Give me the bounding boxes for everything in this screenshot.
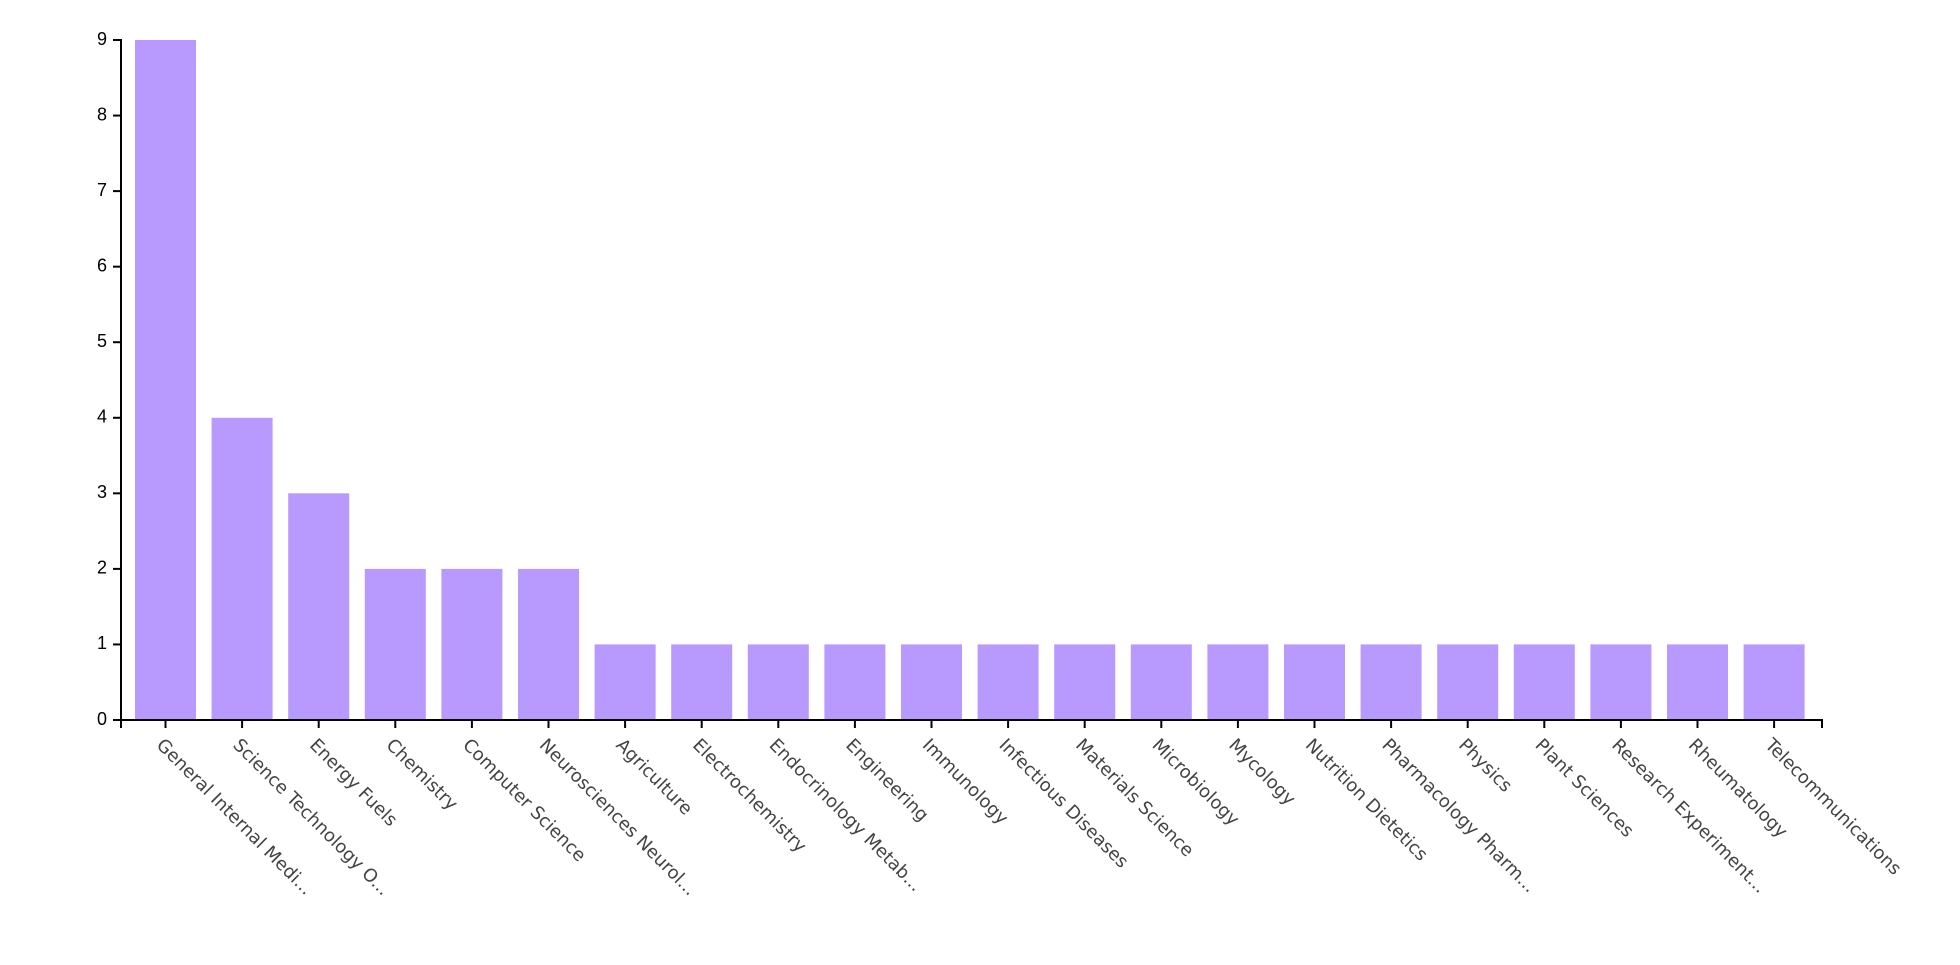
y-tick-label: 0 [97, 709, 107, 729]
x-tick-label: Endocrinology Metab... [765, 735, 926, 896]
bar-20 [1590, 644, 1652, 720]
bar-17 [1360, 644, 1422, 720]
bar-6 [518, 568, 579, 720]
x-tick-label: Research Experiment... [1607, 735, 1770, 898]
bar-22 [1743, 644, 1805, 720]
y-tick-label: 7 [97, 180, 107, 200]
bar-19 [1513, 644, 1575, 720]
bar-8 [671, 644, 733, 720]
y-tick-label: 8 [97, 104, 107, 124]
bar-1 [135, 40, 196, 720]
y-tick-label: 5 [97, 331, 107, 351]
y-tick-label: 2 [97, 558, 107, 578]
y-tick-label: 9 [97, 29, 107, 49]
x-tick-label: Agriculture [612, 735, 697, 820]
x-axis-line [120, 719, 1823, 728]
bar-14 [1130, 644, 1192, 720]
x-tick-label: Physics [1454, 735, 1516, 797]
x-tick-label: Mycology [1224, 735, 1299, 810]
bar-15 [1207, 644, 1269, 720]
bar-3 [288, 493, 350, 720]
bar-10 [824, 644, 886, 720]
x-tick-label: Neurosciences Neurol... [535, 735, 700, 900]
x-axis: General Internal Medi...Science Technolo… [120, 719, 1905, 900]
x-tick-label: Infectious Diseases [995, 735, 1133, 873]
x-tick-label: Chemistry [382, 735, 462, 815]
bar-12 [977, 644, 1039, 720]
bar-5 [441, 568, 503, 720]
y-tick-label: 3 [97, 482, 107, 502]
y-tick-label: 6 [97, 255, 107, 275]
x-tick-label: Telecommunications [1760, 734, 1905, 879]
x-tick-label: Pharmacology Pharm... [1378, 735, 1540, 897]
y-tick-label: 1 [97, 633, 107, 653]
bar-9 [747, 644, 809, 720]
bars-layer [135, 40, 1805, 720]
bar-18 [1437, 644, 1499, 720]
x-tick-label: Science Technology O... [229, 735, 394, 900]
bar-7 [594, 644, 656, 720]
y-axis-line [113, 39, 122, 721]
bar-11 [901, 644, 962, 720]
y-tick-label: 4 [97, 407, 107, 427]
y-axis: 0 1 2 3 4 5 6 7 8 9 [97, 29, 122, 729]
bar-13 [1054, 644, 1116, 720]
bar-2 [211, 417, 273, 720]
x-tick-label: General Internal Medi... [152, 735, 317, 900]
bar-4 [364, 568, 426, 720]
bar-21 [1667, 644, 1728, 720]
bar-16 [1284, 644, 1345, 720]
